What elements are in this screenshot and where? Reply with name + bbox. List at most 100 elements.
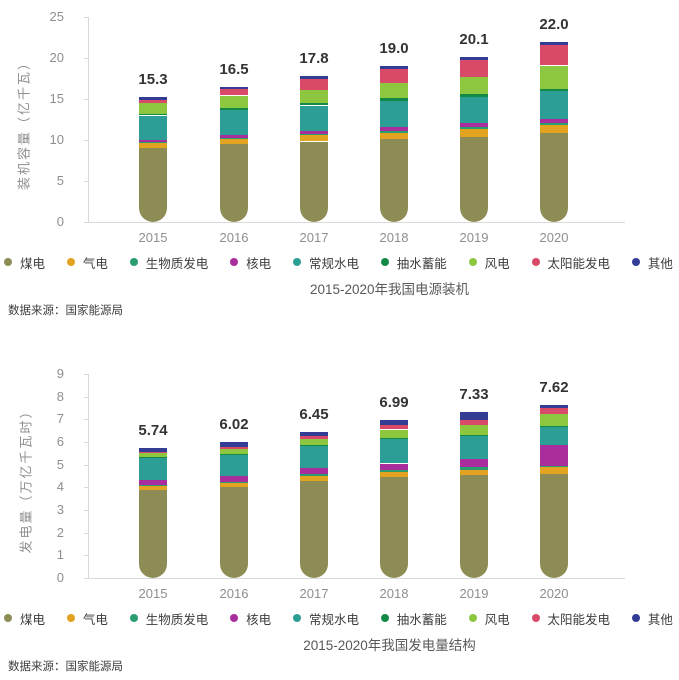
x-tick-label: 2015 (138, 230, 168, 245)
bar-segment-其他-2020 (540, 405, 568, 409)
bar-total-label: 15.3 (138, 70, 168, 88)
bar-total-label: 6.99 (379, 393, 409, 411)
capacity-source-note: 数据来源：国家能源局 (8, 305, 123, 317)
bar-segment-煤电-2020 (540, 133, 568, 222)
bar-segment-气电-2018 (380, 132, 408, 140)
bar-segment-煤电-2019 (460, 474, 488, 578)
bar-segment-核电-2019 (460, 123, 488, 128)
bar-segment-抽水蓄能-2020 (540, 88, 568, 92)
legend-item-抽水蓄能: 抽水蓄能 (380, 609, 447, 628)
legend-dot-icon (468, 258, 477, 266)
bar-segment-核电-2018 (380, 127, 408, 131)
bar-segment-常规水电-2016 (220, 454, 248, 476)
x-tick-label: 2016 (219, 586, 249, 601)
bar-segment-生物质发电-2019 (460, 467, 488, 470)
bar-segment-常规水电-2018 (380, 438, 408, 464)
bar-segment-抽水蓄能-2019 (460, 94, 488, 97)
capacity-legend: 煤电 气电 生物质发电 核电 常规水电 抽水蓄能 风电 太阳能发电 其他 (4, 252, 673, 272)
y-tick-label: 15 (49, 91, 64, 106)
bar-segment-常规水电-2020 (540, 91, 568, 119)
bar-segment-煤电-2018 (380, 477, 408, 578)
legend-label: 煤电 (20, 612, 46, 627)
bar-segment-抽水蓄能-2016 (220, 454, 248, 455)
bar-segment-生物质发电-2015 (139, 142, 167, 143)
legend-label: 生物质发电 (145, 256, 209, 271)
bar-segment-抽水蓄能-2018 (380, 437, 408, 439)
bar-segment-太阳能发电-2019 (460, 60, 488, 77)
bar-segment-煤电-2016 (220, 144, 248, 222)
legend-label: 其他 (647, 612, 673, 627)
x-tick-label: 2020 (539, 230, 569, 245)
bar-segment-核电-2015 (139, 139, 167, 142)
y-tick-label: 10 (49, 132, 64, 147)
y-axis-line (88, 374, 89, 579)
legend-item-核电: 核电 (230, 609, 271, 628)
bar-segment-太阳能发电-2015 (139, 451, 167, 453)
x-tick-label: 2018 (379, 586, 409, 601)
legend-dot-icon (129, 614, 138, 622)
bar-segment-风电-2020 (540, 65, 568, 89)
legend-label: 太阳能发电 (547, 612, 611, 627)
bar-segment-核电-2016 (220, 134, 248, 138)
bar-segment-其他-2017 (300, 76, 328, 79)
bar-segment-常规水电-2016 (220, 109, 248, 135)
bar-segment-常规水电-2015 (139, 457, 167, 481)
bar-segment-太阳能发电-2017 (300, 79, 328, 90)
bar-segment-常规水电-2019 (460, 435, 488, 460)
bar-segment-核电-2018 (380, 463, 408, 471)
legend-label: 核电 (246, 612, 272, 627)
bar-segment-气电-2015 (139, 486, 167, 490)
y-tick-label: 5 (56, 173, 64, 188)
legend-label: 抽水蓄能 (396, 612, 447, 627)
legend-item-煤电: 煤电 (4, 253, 45, 272)
bar-segment-其他-2016 (220, 86, 248, 90)
bar-segment-风电-2017 (300, 89, 328, 104)
bar-segment-其他-2016 (220, 441, 248, 448)
legend-dot-icon (380, 258, 389, 266)
legend-item-生物质发电: 生物质发电 (129, 253, 209, 272)
legend-label: 风电 (484, 612, 510, 627)
y-tick-label: 3 (56, 501, 64, 517)
bar-segment-煤电-2020 (540, 473, 568, 578)
bar-segment-气电-2016 (220, 138, 248, 145)
bar-segment-抽水蓄能-2019 (460, 434, 488, 436)
x-axis-baseline (88, 578, 625, 579)
legend-item-风电: 风电 (468, 609, 510, 628)
bar-segment-常规水电-2020 (540, 426, 568, 446)
bar-segment-煤电-2016 (220, 487, 248, 578)
bar-segment-抽水蓄能-2016 (220, 107, 248, 110)
bar-segment-太阳能发电-2020 (540, 408, 568, 415)
x-tick-label: 2018 (379, 230, 409, 245)
bar-segment-煤电-2015 (139, 489, 167, 578)
bar-segment-核电-2017 (300, 468, 328, 474)
bar-segment-风电-2015 (139, 103, 167, 114)
y-tick-mark (84, 464, 88, 466)
bar-segment-气电-2015 (139, 142, 167, 149)
y-tick-label: 6 (56, 433, 64, 449)
bar-segment-生物质发电-2019 (460, 127, 488, 130)
bar-segment-生物质发电-2020 (540, 122, 568, 126)
x-tick-label: 2019 (459, 586, 489, 601)
bar-total-label: 16.5 (219, 60, 249, 78)
x-axis-baseline (88, 222, 625, 223)
legend-item-太阳能发电: 太阳能发电 (531, 253, 610, 272)
legend-dot-icon (292, 258, 301, 266)
bar-segment-抽水蓄能-2017 (300, 103, 328, 106)
x-tick-label: 2019 (459, 230, 489, 245)
bar-segment-气电-2019 (460, 469, 488, 475)
bar-segment-常规水电-2018 (380, 100, 408, 128)
generation-chart-title: 2015-2020年我国发电量结构 (303, 638, 476, 653)
bar-segment-核电-2020 (540, 445, 568, 467)
y-tick-label: 8 (56, 388, 64, 404)
y-tick-label: 9 (56, 365, 64, 381)
bar-segment-气电-2017 (300, 135, 328, 142)
bar-segment-气电-2018 (380, 472, 408, 478)
bar-segment-常规水电-2019 (460, 96, 488, 124)
legend-label: 风电 (484, 256, 510, 271)
legend-dot-icon (468, 614, 477, 622)
legend-dot-icon (230, 258, 239, 266)
bar-segment-生物质发电-2015 (139, 484, 167, 486)
bar-segment-抽水蓄能-2018 (380, 98, 408, 101)
legend-dot-icon (631, 258, 640, 266)
legend-item-太阳能发电: 太阳能发电 (531, 609, 611, 628)
